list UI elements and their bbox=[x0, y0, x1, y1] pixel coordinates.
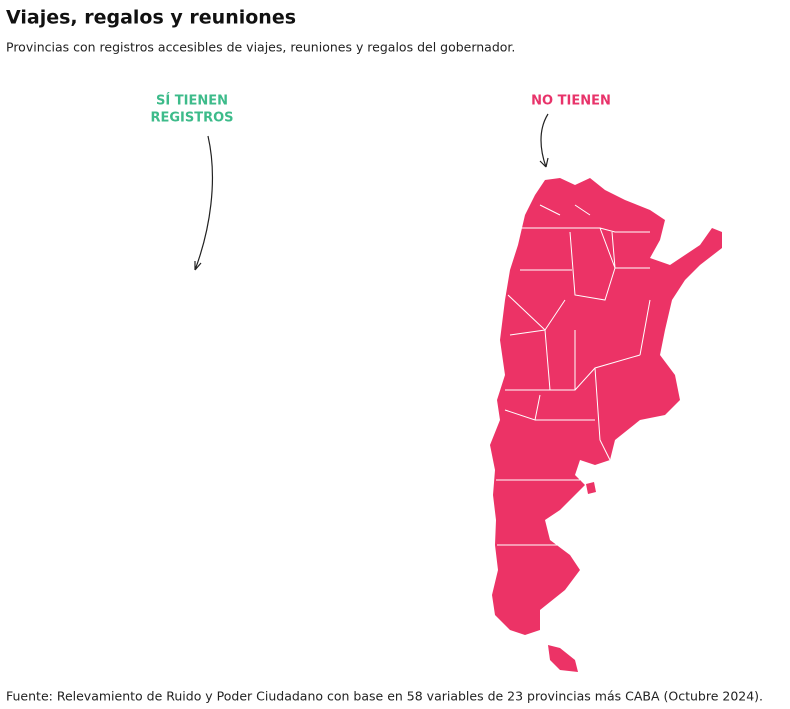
arrow bbox=[539, 113, 549, 168]
label-yes: REGISTROS bbox=[150, 111, 233, 126]
label-no: NO TIENEN bbox=[531, 94, 611, 109]
label-yes: SÍ TIENEN bbox=[156, 93, 228, 109]
arrow bbox=[194, 135, 214, 271]
subtitle: Provincias con registros accesibles de v… bbox=[6, 40, 515, 55]
title: Viajes, regalos y reuniones bbox=[6, 7, 296, 29]
map-argentina bbox=[490, 178, 722, 672]
source: Fuente: Relevamiento de Ruido y Poder Ci… bbox=[6, 689, 763, 704]
